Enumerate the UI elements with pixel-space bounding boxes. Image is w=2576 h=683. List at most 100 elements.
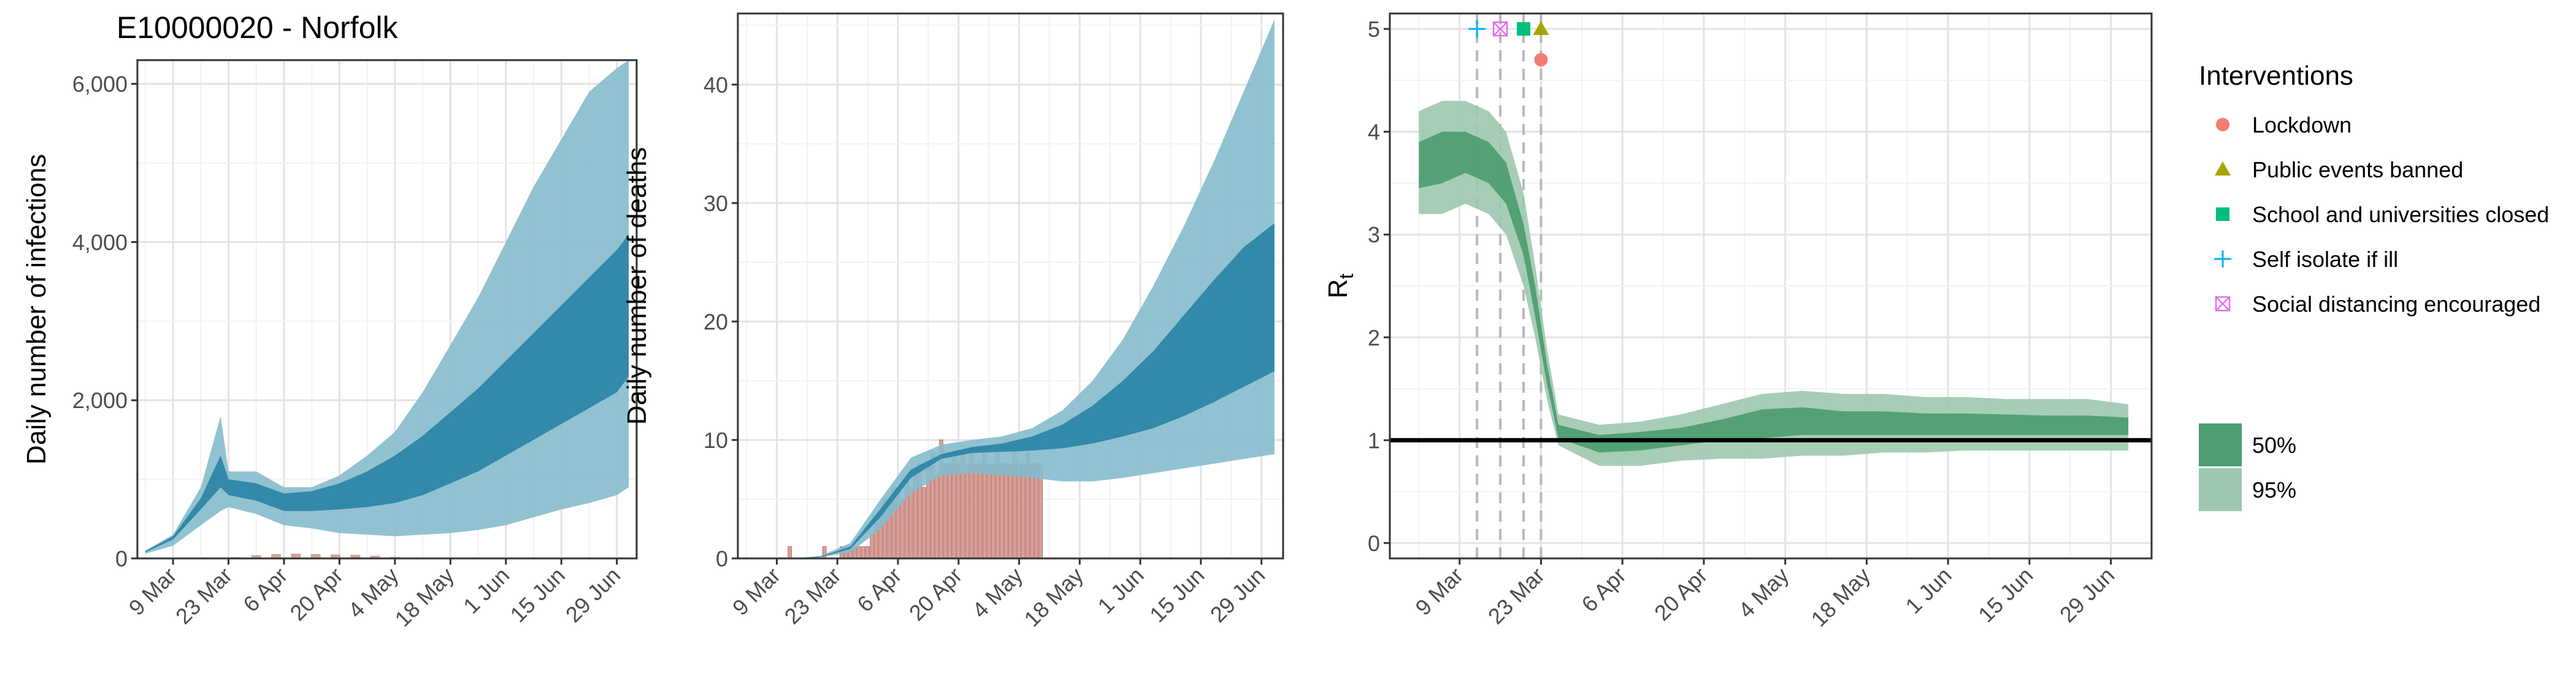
- deaths-x-tick-label: 29 Jun: [1205, 563, 1270, 627]
- observed-death-bar: [991, 463, 995, 559]
- observed-death-bar: [788, 546, 792, 559]
- rt-intervention-markers: [1468, 20, 1549, 67]
- legend-item-label: Self isolate if ill: [2252, 247, 2398, 272]
- infections-y-tick-label: 6,000: [72, 72, 128, 97]
- intervention-marker-plus: [1468, 20, 1486, 38]
- rt-y-axis: 0 1 2 3 4 5: [1368, 17, 1390, 556]
- observed-death-bar: [965, 463, 970, 559]
- rt-panel: 0 1 2 3 4 5 9 Mar 23 Mar 6 Apr 20 Apr 4 May 18 May…: [1323, 12, 2153, 631]
- observed-death-bar: [908, 487, 913, 559]
- infections-bands: [145, 60, 629, 554]
- legend-key-square: [2216, 207, 2229, 221]
- observed-death-bar: [948, 463, 953, 559]
- infections-x-tick-label: 20 Apr: [285, 563, 348, 626]
- deaths-x-tick-label: 18 May: [1019, 563, 1088, 631]
- rt-x-tick-label: 9 Mar: [1410, 563, 1468, 620]
- observed-case-bar: [291, 554, 301, 558]
- rt-y-axis-label-main: R: [1323, 279, 1353, 299]
- infections-x-tick-label: 18 May: [390, 563, 459, 631]
- observed-death-bar: [943, 463, 948, 559]
- deaths-x-tick-label: 20 Apr: [904, 563, 967, 626]
- legend-key-plus: [2214, 250, 2231, 268]
- observed-case-bar: [251, 555, 261, 558]
- legend-item-label: Public events banned: [2252, 157, 2463, 182]
- rt-x-tick-label: 4 May: [1733, 563, 1793, 623]
- observed-death-bar: [978, 463, 983, 559]
- rt-panel-border: [1389, 12, 2153, 560]
- rt-y-tick-label: 4: [1368, 120, 1380, 145]
- observed-death-bar: [935, 475, 939, 559]
- legend-item-label: Lockdown: [2252, 112, 2352, 137]
- infections-y-axis-label: Daily number of infections: [21, 154, 52, 465]
- rt-x-tick-label: 1 Jun: [1901, 563, 1957, 619]
- observed-death-bar: [973, 463, 978, 559]
- intervention-marker-triangle: [1533, 21, 1549, 36]
- infections-y-tick-label: 0: [115, 546, 128, 571]
- observed-death-bar: [900, 498, 905, 559]
- rt-x-tick-label: 15 Jun: [1973, 563, 2037, 627]
- legend-ci-swatch: [2199, 423, 2242, 466]
- legend-ci-items: 50% 95%: [2199, 423, 2296, 511]
- legend-title: Interventions: [2199, 61, 2353, 91]
- intervention-marker-square-x-box: [1492, 21, 1508, 37]
- intervention-marker-square-x: [1492, 21, 1508, 37]
- deaths-y-tick-label: 20: [703, 309, 728, 334]
- rt-x-axis: 9 Mar 23 Mar 6 Apr 20 Apr 4 May 18 May 1 Jun 15…: [1410, 558, 2119, 631]
- observed-death-bar: [956, 463, 961, 559]
- rt-band-50pct: [1419, 131, 2129, 453]
- legend-key-square-x-box: [2215, 296, 2231, 312]
- deaths-x-tick-label: 6 Apr: [852, 563, 906, 617]
- deaths-y-axis-label: Daily number of deaths: [622, 147, 652, 425]
- rt-y-tick-label: 1: [1368, 428, 1380, 453]
- legend-item-label: Social distancing encouraged: [2252, 291, 2540, 317]
- interventions-legend: Interventions Lockdown Public events bann…: [2199, 61, 2549, 511]
- infections-band-50pct: [145, 234, 629, 553]
- deaths-y-axis: 0 10 20 30 40: [703, 72, 738, 571]
- deaths-band-50pct: [789, 223, 1275, 558]
- observed-death-bar: [857, 546, 861, 559]
- infections-y-tick-label: 4,000: [72, 230, 128, 255]
- observed-death-bar: [1017, 463, 1021, 559]
- observed-case-bar: [331, 554, 341, 558]
- observed-death-bar: [865, 546, 870, 559]
- observed-death-bar: [1021, 463, 1025, 559]
- infections-x-tick-label: 6 Apr: [238, 563, 292, 617]
- deaths-y-tick-label: 30: [703, 191, 728, 216]
- deaths-bands: [789, 19, 1275, 558]
- observed-death-bar: [986, 463, 991, 559]
- infections-x-tick-label: 23 Mar: [171, 563, 237, 629]
- legend-ci-label: 95%: [2252, 477, 2296, 503]
- rt-x-tick-label: 20 Apr: [1649, 563, 1712, 626]
- deaths-x-tick-label: 23 Mar: [780, 563, 846, 629]
- legend-key-triangle: [2215, 161, 2231, 176]
- rt-grid: [1390, 14, 2152, 558]
- legend-key-circle: [2216, 118, 2229, 131]
- infections-x-tick-label: 15 Jun: [505, 563, 569, 627]
- observed-case-bar: [350, 555, 361, 558]
- intervention-marker-circle: [1534, 53, 1548, 67]
- legend-item-label: School and universities closed: [2252, 202, 2549, 227]
- intervention-marker-square: [1517, 22, 1531, 36]
- figure-title: E10000020 - Norfolk: [117, 10, 399, 45]
- legend-key-square-x: [2215, 296, 2231, 312]
- rt-y-tick-label: 2: [1368, 325, 1380, 350]
- observed-death-bar: [1000, 463, 1004, 559]
- observed-death-bar: [870, 534, 875, 559]
- observed-death-bar: [1004, 463, 1008, 559]
- rt-y-axis-label: Rt: [1323, 274, 1357, 299]
- infections-y-tick-label: 2,000: [72, 388, 128, 413]
- rt-x-tick-label: 18 May: [1806, 563, 1875, 631]
- deaths-x-tick-label: 1 Jun: [1093, 563, 1149, 619]
- infections-x-tick-label: 29 Jun: [561, 563, 625, 627]
- rt-y-tick-label: 3: [1368, 222, 1380, 247]
- infections-y-axis: 0 2,000 4,000 6,000: [72, 72, 137, 571]
- intervention-marker-square-x-d2: [1493, 21, 1508, 37]
- observed-case-bar: [310, 554, 321, 558]
- deaths-x-tick-label: 15 Jun: [1144, 563, 1209, 627]
